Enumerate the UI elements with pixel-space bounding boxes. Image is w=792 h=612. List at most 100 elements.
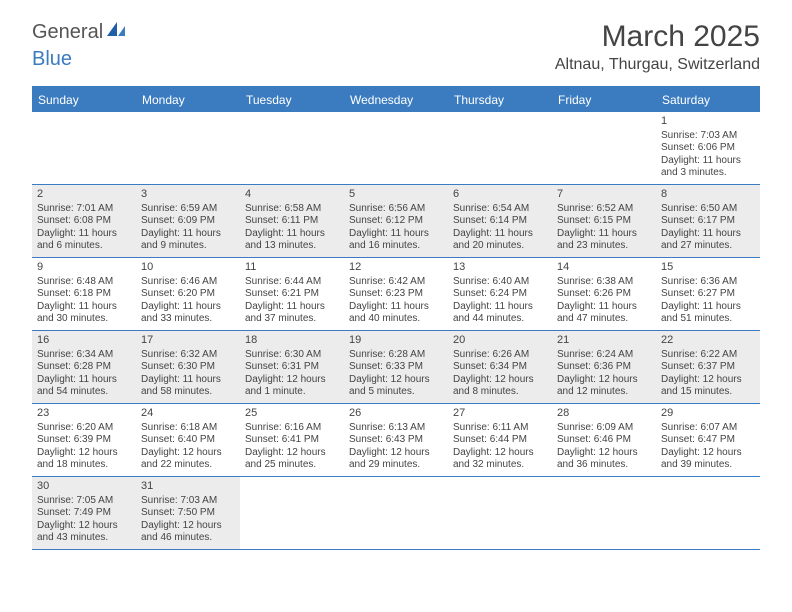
day-sunset: Sunset: 6:30 PM — [141, 361, 235, 374]
day-number: 20 — [453, 334, 547, 348]
day-number: 15 — [661, 261, 755, 275]
day-number: 16 — [37, 334, 131, 348]
day-number: 13 — [453, 261, 547, 275]
day-sunrise: Sunrise: 6:18 AM — [141, 422, 235, 435]
day-sunset: Sunset: 6:18 PM — [37, 288, 131, 301]
day-cell: 8Sunrise: 6:50 AMSunset: 6:17 PMDaylight… — [656, 185, 760, 257]
day-sunrise: Sunrise: 6:38 AM — [557, 276, 651, 289]
weekday-tuesday: Tuesday — [240, 88, 344, 112]
day-cell: 27Sunrise: 6:11 AMSunset: 6:44 PMDayligh… — [448, 404, 552, 476]
day-number: 23 — [37, 407, 131, 421]
day-day2: and 1 minute. — [245, 386, 339, 399]
day-day2: and 47 minutes. — [557, 313, 651, 326]
logo-text-blue: Blue — [32, 48, 72, 71]
day-cell-blank — [240, 477, 344, 549]
day-day1: Daylight: 11 hours — [245, 301, 339, 314]
weekday-sunday: Sunday — [32, 88, 136, 112]
day-day2: and 9 minutes. — [141, 240, 235, 253]
day-number: 24 — [141, 407, 235, 421]
day-sunset: Sunset: 6:33 PM — [349, 361, 443, 374]
day-cell: 3Sunrise: 6:59 AMSunset: 6:09 PMDaylight… — [136, 185, 240, 257]
day-sunset: Sunset: 6:34 PM — [453, 361, 547, 374]
day-day2: and 37 minutes. — [245, 313, 339, 326]
day-day1: Daylight: 12 hours — [349, 374, 443, 387]
day-number: 5 — [349, 188, 443, 202]
day-sunset: Sunset: 6:23 PM — [349, 288, 443, 301]
title-block: March 2025 Altnau, Thurgau, Switzerland — [555, 20, 760, 74]
day-day1: Daylight: 11 hours — [453, 228, 547, 241]
day-cell: 20Sunrise: 6:26 AMSunset: 6:34 PMDayligh… — [448, 331, 552, 403]
day-cell: 15Sunrise: 6:36 AMSunset: 6:27 PMDayligh… — [656, 258, 760, 330]
day-day2: and 33 minutes. — [141, 313, 235, 326]
day-sunset: Sunset: 7:49 PM — [37, 507, 131, 520]
day-day1: Daylight: 11 hours — [557, 301, 651, 314]
day-sunrise: Sunrise: 6:58 AM — [245, 203, 339, 216]
day-number: 17 — [141, 334, 235, 348]
day-sunrise: Sunrise: 6:09 AM — [557, 422, 651, 435]
day-number: 14 — [557, 261, 651, 275]
calendar: SundayMondayTuesdayWednesdayThursdayFrid… — [32, 86, 760, 550]
day-number: 4 — [245, 188, 339, 202]
day-number: 9 — [37, 261, 131, 275]
day-cell-blank — [448, 477, 552, 549]
day-sunrise: Sunrise: 6:46 AM — [141, 276, 235, 289]
day-sunrise: Sunrise: 6:13 AM — [349, 422, 443, 435]
day-number: 29 — [661, 407, 755, 421]
logo-sail-icon — [105, 20, 127, 44]
day-sunset: Sunset: 6:15 PM — [557, 215, 651, 228]
day-sunrise: Sunrise: 6:44 AM — [245, 276, 339, 289]
day-cell: 24Sunrise: 6:18 AMSunset: 6:40 PMDayligh… — [136, 404, 240, 476]
day-number: 25 — [245, 407, 339, 421]
day-cell-blank — [344, 477, 448, 549]
day-sunrise: Sunrise: 6:36 AM — [661, 276, 755, 289]
day-day1: Daylight: 11 hours — [661, 155, 755, 168]
day-sunset: Sunset: 6:39 PM — [37, 434, 131, 447]
day-cell: 25Sunrise: 6:16 AMSunset: 6:41 PMDayligh… — [240, 404, 344, 476]
week-row: 2Sunrise: 7:01 AMSunset: 6:08 PMDaylight… — [32, 185, 760, 258]
day-day1: Daylight: 12 hours — [661, 374, 755, 387]
day-sunrise: Sunrise: 7:03 AM — [141, 495, 235, 508]
day-day1: Daylight: 11 hours — [37, 374, 131, 387]
day-cell: 21Sunrise: 6:24 AMSunset: 6:36 PMDayligh… — [552, 331, 656, 403]
day-sunset: Sunset: 6:20 PM — [141, 288, 235, 301]
day-day1: Daylight: 11 hours — [661, 228, 755, 241]
day-cell-blank — [552, 112, 656, 184]
day-day2: and 22 minutes. — [141, 459, 235, 472]
day-cell: 19Sunrise: 6:28 AMSunset: 6:33 PMDayligh… — [344, 331, 448, 403]
day-day2: and 23 minutes. — [557, 240, 651, 253]
day-sunset: Sunset: 6:27 PM — [661, 288, 755, 301]
day-sunrise: Sunrise: 6:48 AM — [37, 276, 131, 289]
day-day1: Daylight: 12 hours — [453, 374, 547, 387]
day-cell: 5Sunrise: 6:56 AMSunset: 6:12 PMDaylight… — [344, 185, 448, 257]
week-row: 9Sunrise: 6:48 AMSunset: 6:18 PM Daylight… — [32, 258, 760, 331]
day-cell: 26Sunrise: 6:13 AMSunset: 6:43 PMDayligh… — [344, 404, 448, 476]
week-row: 30Sunrise: 7:05 AMSunset: 7:49 PMDayligh… — [32, 477, 760, 550]
day-number: 12 — [349, 261, 443, 275]
day-cell: 6Sunrise: 6:54 AMSunset: 6:14 PMDaylight… — [448, 185, 552, 257]
day-number: 31 — [141, 480, 235, 494]
day-day2: and 27 minutes. — [661, 240, 755, 253]
day-sunset: Sunset: 7:50 PM — [141, 507, 235, 520]
day-day1: Daylight: 11 hours — [453, 301, 547, 314]
day-sunrise: Sunrise: 6:28 AM — [349, 349, 443, 362]
day-cell-blank — [32, 112, 136, 184]
day-day2: and 54 minutes. — [37, 386, 131, 399]
day-number: 27 — [453, 407, 547, 421]
day-sunrise: Sunrise: 7:03 AM — [661, 130, 755, 143]
logo: General — [32, 20, 127, 44]
day-cell: 22Sunrise: 6:22 AMSunset: 6:37 PMDayligh… — [656, 331, 760, 403]
day-cell: 30Sunrise: 7:05 AMSunset: 7:49 PMDayligh… — [32, 477, 136, 549]
day-cell: 9Sunrise: 6:48 AMSunset: 6:18 PMDaylight… — [32, 258, 136, 330]
weekday-saturday: Saturday — [656, 88, 760, 112]
day-sunrise: Sunrise: 6:56 AM — [349, 203, 443, 216]
day-day1: Daylight: 11 hours — [557, 228, 651, 241]
day-sunset: Sunset: 6:46 PM — [557, 434, 651, 447]
week-row: 1Sunrise: 7:03 AMSunset: 6:06 PMDaylight… — [32, 112, 760, 185]
day-cell: 29Sunrise: 6:07 AMSunset: 6:47 PMDayligh… — [656, 404, 760, 476]
location: Altnau, Thurgau, Switzerland — [555, 56, 760, 74]
day-sunset: Sunset: 6:26 PM — [557, 288, 651, 301]
day-sunset: Sunset: 6:31 PM — [245, 361, 339, 374]
day-cell: 16Sunrise: 6:34 AMSunset: 6:28 PMDayligh… — [32, 331, 136, 403]
week-row: 16Sunrise: 6:34 AMSunset: 6:28 PMDayligh… — [32, 331, 760, 404]
day-cell: 14Sunrise: 6:38 AMSunset: 6:26 PMDayligh… — [552, 258, 656, 330]
